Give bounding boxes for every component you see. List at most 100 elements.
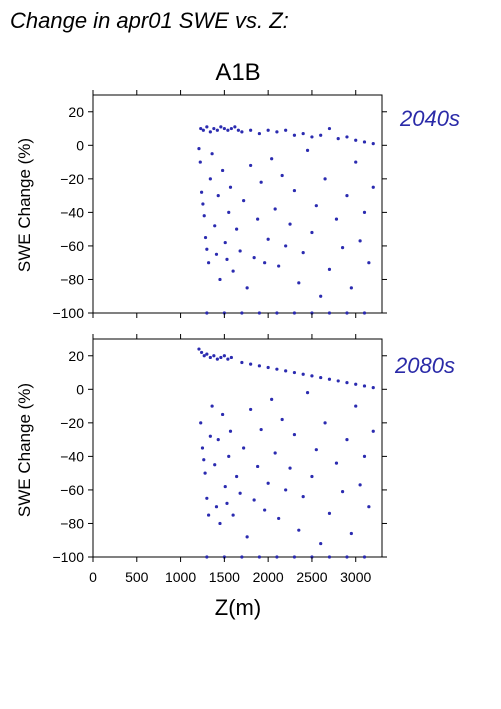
data-point [249, 407, 253, 412]
data-point [288, 222, 292, 226]
data-point [367, 261, 371, 265]
data-point [354, 160, 358, 164]
y-ticks-2080s: 20 0 −20 −40 −60 −80 −100 [52, 348, 387, 565]
data-point [301, 131, 305, 136]
x-ticks-2040s [92, 90, 357, 318]
data-point [334, 217, 339, 221]
data-point [273, 451, 277, 455]
data-point [222, 126, 226, 131]
data-point [205, 496, 209, 500]
data-point [362, 454, 367, 458]
data-point [284, 488, 288, 492]
y-tick-label: −20 [60, 415, 84, 431]
data-point [349, 286, 353, 290]
data-point [225, 501, 229, 505]
x-tick-label: 1000 [165, 569, 196, 585]
data-point [277, 264, 281, 268]
data-point [275, 555, 279, 559]
data-point [205, 352, 209, 356]
data-point [277, 516, 281, 521]
y-tick-label: 0 [76, 137, 84, 153]
data-point [235, 227, 239, 231]
data-point [270, 157, 274, 161]
y-axis-label-2080s: SWE Change (%) [15, 383, 34, 517]
data-point [340, 490, 345, 494]
points-2040s [197, 125, 375, 315]
data-point [233, 125, 237, 129]
data-point [358, 483, 362, 487]
y-tick-label: −100 [52, 549, 84, 565]
data-point [263, 508, 267, 512]
data-point [236, 128, 240, 132]
data-point [256, 464, 260, 469]
data-point [327, 555, 332, 559]
data-point [198, 160, 202, 164]
data-point [371, 185, 375, 189]
data-point [345, 194, 349, 198]
y-tick-label: −80 [60, 271, 84, 287]
data-point [345, 135, 349, 139]
data-point [270, 397, 274, 401]
data-point [208, 434, 212, 438]
x-tick-label: 1500 [209, 569, 240, 585]
data-point [218, 277, 222, 282]
data-point [266, 237, 270, 241]
data-point [297, 281, 301, 285]
data-point [235, 474, 239, 479]
data-point [292, 133, 297, 137]
data-point [249, 362, 253, 366]
data-point [202, 214, 206, 218]
data-point [238, 249, 242, 253]
data-point [205, 125, 209, 129]
data-point [319, 294, 323, 298]
y-tick-label: −80 [60, 515, 84, 531]
data-point [323, 177, 327, 181]
data-point [245, 286, 249, 290]
y-tick-label: 20 [68, 348, 84, 364]
data-point [349, 531, 353, 536]
data-point [257, 555, 261, 559]
data-point [327, 377, 332, 381]
page-title: Change in apr01 SWE vs. Z: [10, 8, 289, 33]
data-point [242, 199, 246, 203]
data-point [226, 128, 230, 132]
data-point [216, 194, 220, 198]
y-tick-label: −60 [60, 482, 84, 498]
data-point [225, 257, 229, 261]
data-point [275, 311, 279, 315]
data-point [227, 210, 231, 214]
data-point [213, 224, 217, 228]
data-point [208, 130, 212, 134]
data-point [203, 471, 207, 475]
data-point [292, 555, 297, 559]
data-point [314, 448, 318, 452]
data-point [284, 369, 288, 373]
y-tick-label: 0 [76, 381, 84, 397]
data-point [371, 142, 375, 146]
y-axis-label-2040s: SWE Change (%) [15, 138, 34, 272]
data-point [213, 463, 217, 467]
y-tick-label: 20 [68, 104, 84, 120]
x-tick-label: 0 [89, 569, 97, 585]
data-point [249, 128, 253, 132]
data-point [345, 438, 349, 442]
data-point [216, 438, 220, 442]
data-point [205, 311, 209, 315]
data-point [256, 217, 260, 221]
data-point [208, 177, 212, 181]
data-point [371, 429, 375, 433]
data-point [223, 240, 227, 245]
data-point [228, 185, 233, 189]
plot-frame-2080s [92, 338, 383, 558]
data-point [222, 354, 226, 358]
data-point [229, 126, 233, 131]
data-point [319, 133, 323, 137]
data-point [199, 350, 204, 355]
data-point [327, 311, 332, 315]
data-point [362, 555, 367, 559]
data-point [284, 128, 288, 132]
data-point [336, 379, 340, 383]
data-point [238, 491, 242, 495]
data-point [231, 513, 235, 517]
data-point [345, 311, 349, 315]
